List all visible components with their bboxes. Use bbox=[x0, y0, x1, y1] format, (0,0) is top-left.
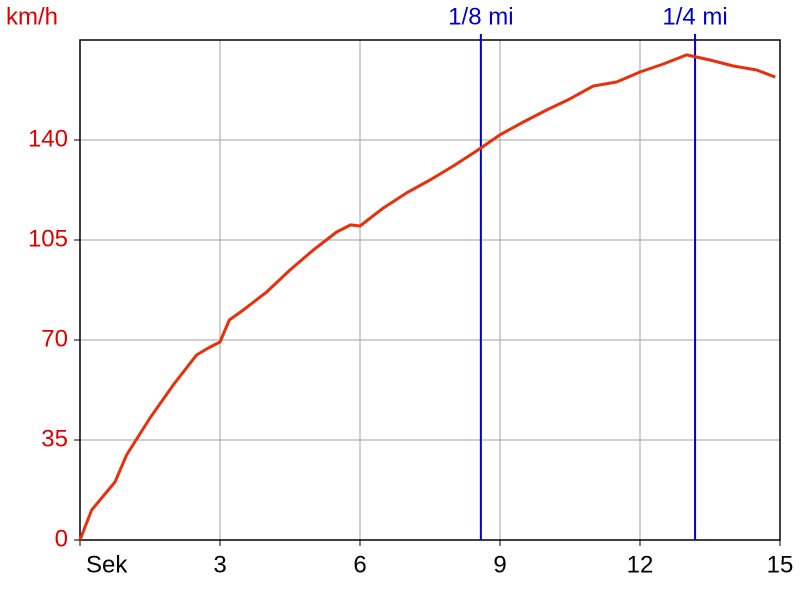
x-tick-label: 9 bbox=[493, 551, 506, 578]
x-tick-label: 6 bbox=[353, 551, 366, 578]
x-tick-label: 12 bbox=[627, 551, 654, 578]
y-tick-label: 140 bbox=[28, 125, 68, 152]
x-tick-label: 3 bbox=[213, 551, 226, 578]
x-tick-label: 15 bbox=[767, 551, 794, 578]
speed-line bbox=[78, 53, 776, 541]
distance-marker-label: 1/4 mi bbox=[662, 3, 727, 30]
y-tick-label: 105 bbox=[28, 225, 68, 252]
x-tick-label: Sek bbox=[86, 551, 128, 578]
y-tick-label: 0 bbox=[55, 525, 68, 552]
y-axis-label: km/h bbox=[6, 3, 58, 30]
distance-marker-label: 1/8 mi bbox=[448, 3, 513, 30]
y-tick-label: 35 bbox=[41, 425, 68, 452]
plot-frame bbox=[79, 39, 781, 541]
y-tick-label: 70 bbox=[41, 325, 68, 352]
